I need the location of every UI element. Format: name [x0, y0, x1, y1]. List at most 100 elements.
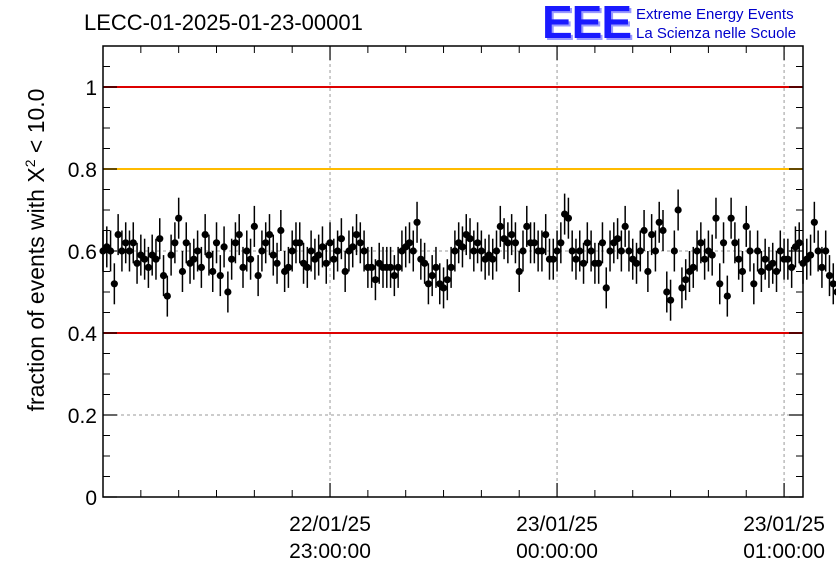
data-point: [678, 284, 686, 292]
data-point: [163, 292, 171, 300]
data-point: [549, 255, 557, 263]
x-tick-label-date: 23/01/25: [516, 513, 598, 536]
data-point: [470, 247, 478, 255]
data-point: [405, 239, 414, 247]
data-point: [621, 222, 629, 230]
data-point: [712, 214, 720, 222]
plot-frame: [102, 45, 804, 498]
data-point: [473, 239, 482, 247]
chart-title: LECC-01-2025-01-23-00001: [84, 10, 363, 35]
data-point: [655, 218, 663, 226]
data-point: [458, 243, 467, 251]
data-point: [613, 235, 622, 243]
data-point: [190, 255, 198, 263]
data-point: [632, 259, 641, 267]
data-point: [617, 247, 625, 255]
data-point: [519, 247, 527, 255]
data-point: [553, 247, 561, 255]
data-point: [504, 239, 512, 247]
data-point: [761, 255, 769, 263]
data-point: [197, 263, 205, 271]
data-point: [235, 231, 243, 239]
data-point: [806, 251, 815, 259]
data-point: [110, 280, 118, 288]
data-point: [269, 251, 277, 259]
grid-lines: [103, 46, 803, 497]
data-point: [701, 255, 709, 263]
data-point: [349, 243, 357, 251]
data-point: [171, 239, 179, 247]
data-point: [284, 263, 293, 271]
data-point: [277, 226, 285, 235]
data-point: [129, 239, 137, 247]
data-point: [772, 267, 781, 276]
data-point: [133, 259, 141, 267]
data-point: [776, 247, 784, 255]
data-point: [250, 222, 258, 230]
data-point: [265, 231, 274, 239]
data-point: [489, 255, 497, 263]
data-point: [492, 247, 501, 255]
y-tick-label: 0.4: [68, 323, 98, 346]
data-point: [829, 280, 836, 288]
data-point: [814, 247, 822, 255]
data-point: [742, 222, 750, 230]
data-point: [818, 263, 826, 271]
data-point: [666, 296, 675, 304]
data-point: [659, 226, 667, 235]
data-point: [738, 267, 747, 276]
data-point: [243, 247, 251, 255]
data-point: [439, 284, 448, 292]
data-point: [262, 239, 270, 247]
data-point: [795, 239, 803, 247]
data-point: [428, 272, 436, 280]
data-point: [216, 272, 224, 280]
data-point: [307, 247, 315, 255]
data-point: [443, 276, 451, 284]
data-point: [224, 288, 232, 296]
data-point: [523, 222, 531, 230]
data-point: [394, 263, 402, 271]
eee-logo: EEE Extreme Energy Events La Scienza nel…: [542, 0, 832, 48]
data-point: [716, 280, 724, 288]
data-point: [648, 231, 656, 239]
data-point: [451, 247, 459, 255]
data-point: [254, 272, 262, 280]
data-point: [719, 239, 728, 247]
data-point: [788, 263, 796, 271]
data-point: [288, 247, 296, 255]
y-tick-label: 0.8: [68, 159, 97, 182]
data-point: [579, 259, 588, 267]
data-point: [409, 247, 417, 255]
logo-line-1: Extreme Energy Events: [636, 6, 794, 23]
data-point: [156, 235, 164, 243]
data-point: [769, 259, 777, 267]
data-point: [201, 231, 209, 239]
data-point: [424, 280, 433, 288]
data-point: [114, 231, 122, 239]
axis-ticks: [103, 46, 803, 498]
eee-logo-mark: EEE: [542, 0, 632, 48]
data-point: [750, 280, 758, 288]
logo-line-2: La Scienza nelle Scuole: [636, 25, 797, 42]
data-point: [122, 239, 130, 247]
data-point: [496, 222, 504, 230]
data-point: [246, 255, 255, 263]
data-point: [239, 263, 247, 271]
data-point: [731, 239, 739, 247]
data-point: [689, 263, 697, 271]
data-point: [810, 218, 818, 226]
data-point: [356, 239, 364, 247]
x-tick-label-time: 01:00:00: [743, 540, 825, 563]
data-point: [421, 259, 429, 267]
data-point: [175, 214, 183, 222]
data-point: [318, 243, 327, 251]
data-point: [515, 267, 523, 276]
data-point: [231, 239, 240, 247]
data-point: [390, 272, 398, 280]
data-point: [595, 259, 603, 267]
data-point: [511, 239, 520, 247]
data-point: [825, 272, 834, 280]
data-point: [723, 292, 731, 300]
data-point: [432, 263, 440, 271]
